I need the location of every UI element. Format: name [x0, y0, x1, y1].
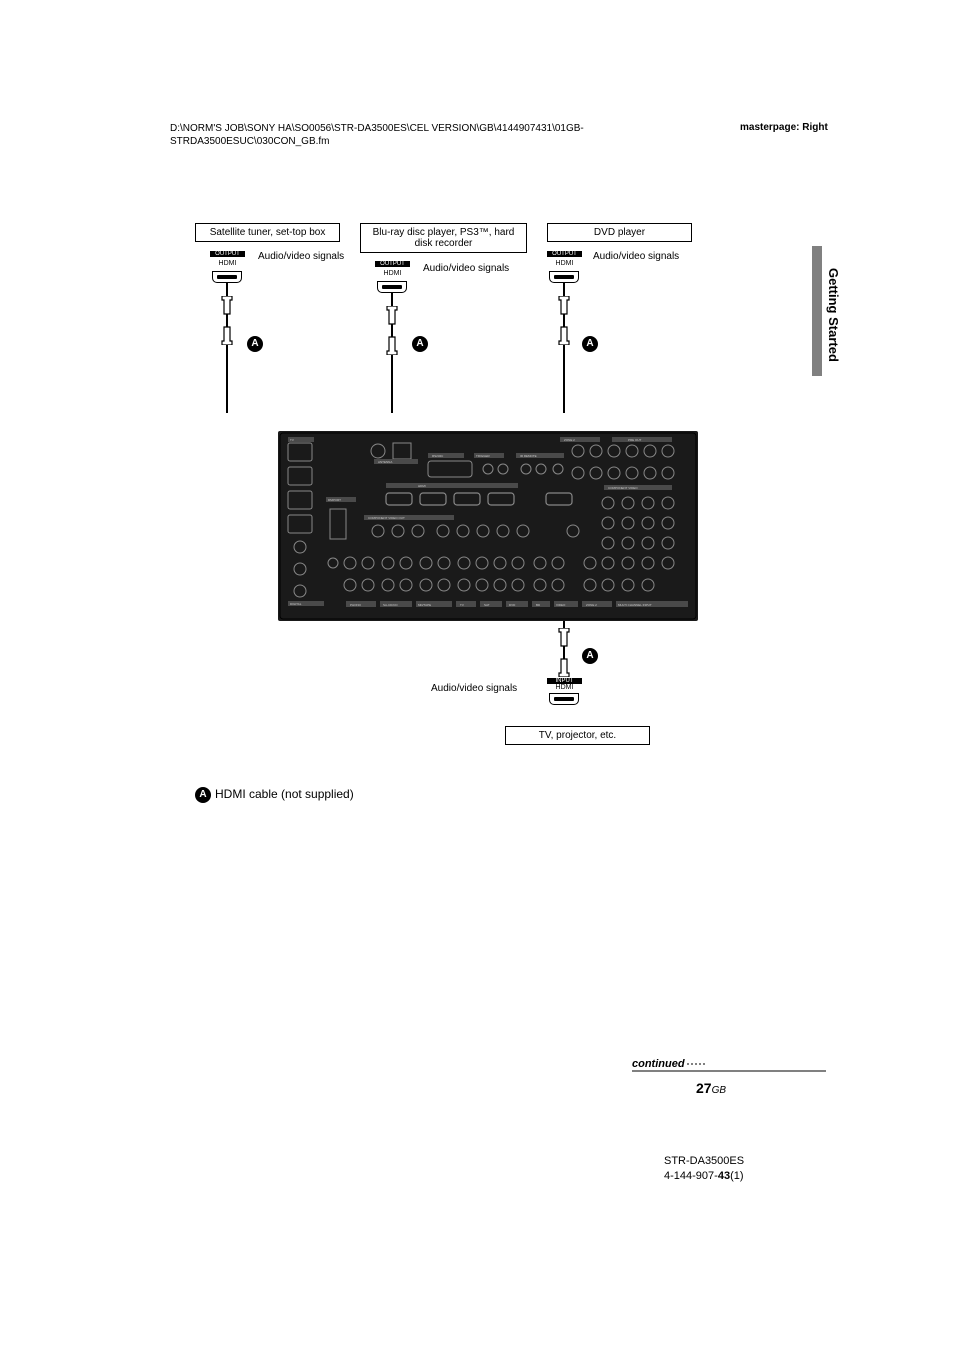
svg-text:IR REMOTE: IR REMOTE	[520, 454, 537, 458]
hdmi-port-icon	[549, 271, 579, 283]
svg-text:ZONE 2: ZONE 2	[586, 603, 597, 607]
legend: A HDMI cable (not supplied)	[195, 787, 354, 803]
av-signal-bluray: Audio/video signals	[423, 263, 509, 275]
svg-text:ZONE 2: ZONE 2	[564, 438, 575, 442]
cable-badge-a: A	[582, 648, 598, 664]
hdmi-plug-icon	[220, 323, 234, 345]
hdmi-port-icon	[212, 271, 242, 283]
svg-text:TV: TV	[290, 438, 294, 442]
svg-text:COMPONENT VIDEO OUT: COMPONENT VIDEO OUT	[368, 516, 405, 520]
hdmi-label-dvd: HDMI	[547, 260, 582, 267]
hdmi-port-icon	[549, 693, 579, 705]
page-number: 27GB	[696, 1080, 726, 1096]
hdmi-port-icon	[377, 281, 407, 293]
file-path: D:\NORM'S JOB\SONY HA\SO0056\STR-DA3500E…	[170, 122, 640, 148]
svg-text:DVD: DVD	[509, 603, 516, 607]
masterpage-label: masterpage: Right	[740, 122, 828, 133]
svg-text:DIGITAL: DIGITAL	[290, 602, 302, 606]
svg-text:SA-CD/CD: SA-CD/CD	[383, 603, 398, 607]
svg-text:SAT: SAT	[484, 603, 490, 607]
receiver-rear-panel: TV ZONE 2 PRE OUT ANTENNA RS232C TRIGGER…	[278, 431, 698, 621]
svg-text:COMPONENT VIDEO: COMPONENT VIDEO	[608, 486, 638, 490]
svg-text:DMPORT: DMPORT	[328, 498, 341, 502]
svg-text:PHONO: PHONO	[350, 603, 362, 607]
cable-badge-a: A	[247, 336, 263, 352]
section-tab: Getting Started	[812, 246, 836, 376]
svg-text:PRE OUT: PRE OUT	[628, 438, 642, 442]
hdmi-plug-icon	[220, 296, 234, 318]
tv-input-block: INPUT HDMI	[547, 678, 582, 705]
legend-text: HDMI cable (not supplied)	[215, 787, 354, 801]
svg-text:HDMI: HDMI	[418, 484, 426, 488]
continued-rule	[632, 1070, 826, 1072]
connection-diagram: Satellite tuner, set-top box OUTPUT HDMI…	[195, 223, 755, 793]
svg-text:RS232C: RS232C	[432, 454, 444, 458]
output-label-bluray: OUTPUT	[375, 261, 410, 267]
hdmi-plug-icon	[557, 628, 571, 650]
svg-text:MD/TAPE: MD/TAPE	[418, 603, 431, 607]
hdmi-plug-icon	[557, 323, 571, 345]
hdmi-label-tv: HDMI	[547, 684, 582, 691]
svg-text:VIDEO: VIDEO	[556, 603, 566, 607]
av-signal-dvd: Audio/video signals	[593, 251, 679, 263]
av-signal-tv: Audio/video signals	[431, 683, 517, 695]
svg-text:TV: TV	[460, 603, 464, 607]
footer-model: STR-DA3500ES	[664, 1155, 744, 1167]
svg-text:MULTI CHANNEL INPUT: MULTI CHANNEL INPUT	[618, 603, 652, 607]
cable-badge-a: A	[412, 336, 428, 352]
continued-label: continued	[632, 1058, 709, 1070]
device-satellite: Satellite tuner, set-top box	[195, 223, 340, 242]
hdmi-plug-icon	[385, 333, 399, 355]
av-signal-sat: Audio/video signals	[258, 251, 344, 263]
hdmi-label-bluray: HDMI	[375, 270, 410, 277]
continued-dots-icon	[687, 1063, 705, 1065]
hdmi-plug-icon	[557, 296, 571, 318]
device-dvd: DVD player	[547, 223, 692, 242]
footer-document-number: 4-144-907-43(1)	[664, 1170, 744, 1182]
output-label-sat: OUTPUT	[210, 251, 245, 257]
hdmi-plug-icon	[557, 655, 571, 677]
output-label-dvd: OUTPUT	[547, 251, 582, 257]
hdmi-label-sat: HDMI	[210, 260, 245, 267]
section-tab-text: Getting Started	[826, 268, 841, 362]
legend-badge-a: A	[195, 787, 211, 803]
section-tab-bar	[812, 246, 822, 376]
hdmi-plug-icon	[385, 306, 399, 328]
svg-text:ANTENNA: ANTENNA	[378, 460, 392, 464]
device-tv: TV, projector, etc.	[505, 726, 650, 745]
device-bluray: Blu-ray disc player, PS3™, hard disk rec…	[360, 223, 527, 253]
svg-text:TRIGGER: TRIGGER	[476, 454, 491, 458]
cable-badge-a: A	[582, 336, 598, 352]
